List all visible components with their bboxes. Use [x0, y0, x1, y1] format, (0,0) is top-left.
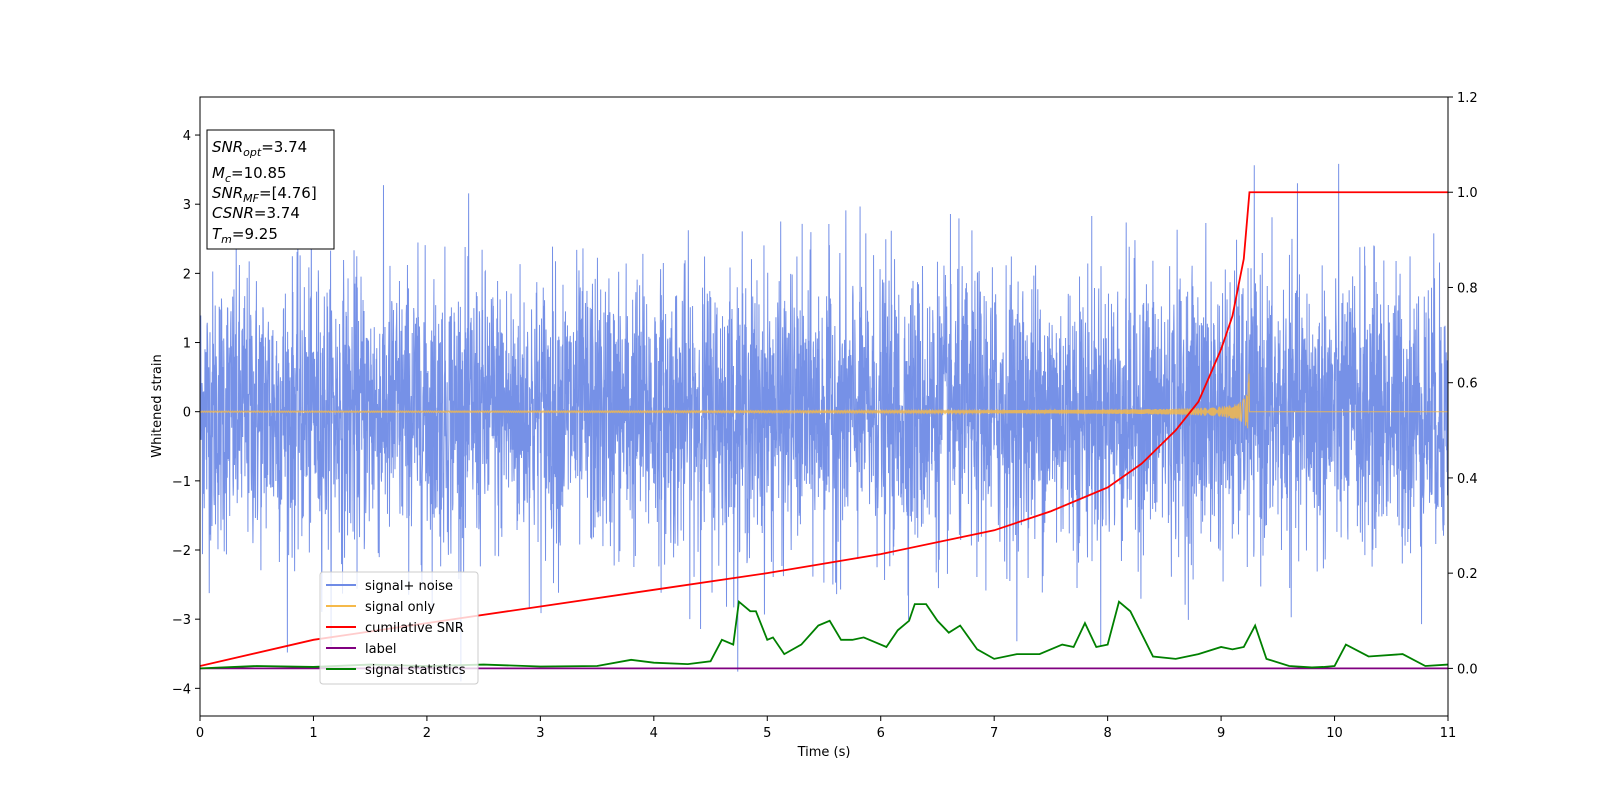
x-tick-label: 6 [877, 726, 885, 741]
y-tick-label-right: 0.4 [1457, 472, 1478, 487]
annotation-snr-mf: [4.76] [272, 184, 317, 202]
y-tick-label-right: 0.2 [1457, 567, 1478, 582]
y-tick-label-left: −4 [172, 682, 191, 697]
x-tick-label: 2 [423, 726, 431, 741]
annotation-snr-opt: 3.74 [274, 138, 307, 156]
axes: 0 1 2 3 4 5 6 7 8 9 10 1143210−1−2−3−41.21.00.80.60… [172, 91, 1478, 741]
y-tick-label-left: 0 [183, 406, 191, 421]
legend: signal+ noise signal only cumilative SNR… [319, 571, 479, 685]
plot-frame [199, 96, 1449, 717]
y-tick-label-left: 2 [183, 267, 191, 282]
y-tick-label-right: 1.2 [1457, 91, 1478, 106]
y-tick-label-left: −3 [172, 613, 191, 628]
series-signal-statistics [200, 599, 1448, 670]
x-tick-label: 0 [196, 726, 204, 741]
series-cumulative-snr [200, 191, 1448, 667]
x-tick-label: 8 [1103, 726, 1111, 741]
svg-text:Tm=9.25: Tm=9.25 [212, 225, 278, 246]
legend-item-signal-noise: signal+ noise [326, 579, 453, 594]
legend-item-signal-only: signal only [326, 600, 435, 615]
x-tick-label: 10 [1326, 726, 1343, 741]
annotation-csnr: 3.74 [267, 204, 300, 222]
annotation-box: SNRopt=3.74 Mc=10.85 SNRMF=[4.76] CSNR=3… [206, 129, 335, 250]
y-tick-label-left: 4 [183, 129, 191, 144]
x-tick-label: 11 [1440, 726, 1457, 741]
y-tick-label-left: −1 [172, 475, 191, 490]
y-tick-label-right: 0.0 [1457, 662, 1478, 677]
svg-text:SNRMF=[4.76]: SNRMF=[4.76] [212, 184, 317, 205]
legend-label-cumulative-snr: cumilative SNR [365, 621, 464, 636]
annotation-tm: 9.25 [244, 225, 277, 243]
y-tick-label-left: 1 [183, 337, 191, 352]
series-signal-only [200, 373, 1448, 429]
y-axis-label: Whitened strain [150, 354, 165, 457]
svg-text:CSNR=3.74: CSNR=3.74 [212, 204, 300, 222]
legend-label-signal-only: signal only [365, 600, 435, 615]
y-tick-label-right: 1.0 [1457, 186, 1478, 201]
series-signal-noise [200, 163, 1448, 682]
svg-text:SNRopt=3.74: SNRopt=3.74 [212, 138, 307, 159]
legend-label-signal-noise: signal+ noise [365, 579, 453, 594]
legend-label-label: label [365, 642, 396, 657]
legend-item-cumulative-snr: cumilative SNR [326, 621, 464, 636]
svg-text:Mc=10.85: Mc=10.85 [212, 164, 287, 185]
x-axis-label: Time (s) [797, 745, 851, 760]
y-tick-label-right: 0.6 [1457, 377, 1478, 392]
y-tick-label-right: 0.8 [1457, 281, 1478, 296]
legend-item-label: label [326, 642, 396, 657]
x-tick-label: 9 [1217, 726, 1225, 741]
y-tick-label-left: −2 [172, 544, 191, 559]
x-tick-label: 4 [650, 726, 658, 741]
x-tick-label: 3 [536, 726, 544, 741]
annotation-mc: 10.85 [244, 164, 287, 182]
y-tick-label-left: 3 [183, 198, 191, 213]
legend-label-signal-statistics: signal statistics [365, 663, 466, 678]
legend-item-signal-statistics: signal statistics [326, 663, 466, 678]
x-tick-label: 1 [309, 726, 317, 741]
x-tick-label: 5 [763, 726, 771, 741]
x-tick-label: 7 [990, 726, 998, 741]
